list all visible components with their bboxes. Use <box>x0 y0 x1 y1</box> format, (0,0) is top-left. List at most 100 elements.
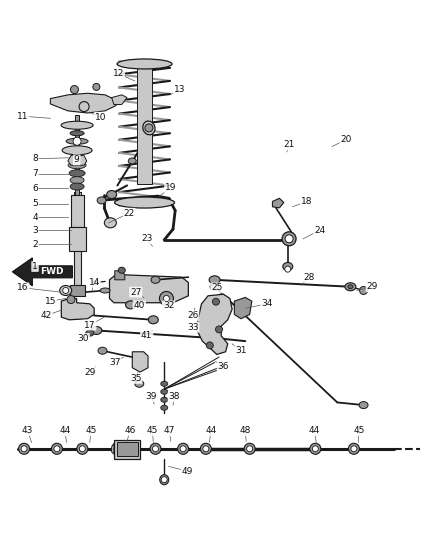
Ellipse shape <box>209 276 220 284</box>
Ellipse shape <box>143 121 155 135</box>
Text: 44: 44 <box>309 426 320 435</box>
Circle shape <box>54 446 60 452</box>
Circle shape <box>180 446 186 452</box>
Text: 39: 39 <box>145 392 157 401</box>
Ellipse shape <box>310 443 321 454</box>
Text: 45: 45 <box>353 426 365 435</box>
Text: 24: 24 <box>314 226 325 235</box>
Ellipse shape <box>200 443 212 454</box>
Circle shape <box>360 286 367 295</box>
Polygon shape <box>70 285 85 296</box>
Text: 22: 22 <box>124 209 135 217</box>
Text: 8: 8 <box>32 155 38 163</box>
Circle shape <box>285 235 293 243</box>
Text: 27: 27 <box>130 288 141 296</box>
Ellipse shape <box>282 232 296 246</box>
Ellipse shape <box>118 267 125 273</box>
Circle shape <box>247 446 253 452</box>
Ellipse shape <box>160 475 169 484</box>
Ellipse shape <box>115 197 174 208</box>
Ellipse shape <box>128 158 136 164</box>
Ellipse shape <box>210 283 219 290</box>
Circle shape <box>215 326 223 333</box>
Text: 1: 1 <box>32 262 38 271</box>
Text: 48: 48 <box>240 426 251 435</box>
Ellipse shape <box>177 443 189 454</box>
Ellipse shape <box>97 197 106 204</box>
Text: 26: 26 <box>187 311 198 320</box>
Polygon shape <box>112 443 114 454</box>
Text: 10: 10 <box>95 113 106 122</box>
Circle shape <box>93 83 100 91</box>
Text: 44: 44 <box>59 426 71 435</box>
Polygon shape <box>197 294 232 354</box>
Text: 4: 4 <box>32 213 38 222</box>
Text: 32: 32 <box>163 302 174 310</box>
Text: 29: 29 <box>84 368 95 376</box>
Text: 17: 17 <box>84 321 95 329</box>
Circle shape <box>79 446 85 452</box>
Ellipse shape <box>70 131 84 136</box>
Ellipse shape <box>107 190 117 199</box>
Text: 33: 33 <box>187 323 198 332</box>
Polygon shape <box>110 274 188 303</box>
Polygon shape <box>112 95 127 104</box>
Ellipse shape <box>359 401 368 409</box>
Polygon shape <box>74 192 81 288</box>
Ellipse shape <box>61 121 93 130</box>
Ellipse shape <box>151 276 160 284</box>
Text: 21: 21 <box>283 141 295 149</box>
Ellipse shape <box>283 262 293 271</box>
Text: 15: 15 <box>45 297 56 305</box>
Text: 28: 28 <box>303 273 314 281</box>
Ellipse shape <box>348 285 353 289</box>
Text: 3: 3 <box>32 226 38 235</box>
Text: 6: 6 <box>32 184 38 192</box>
Ellipse shape <box>161 381 168 386</box>
Text: 30: 30 <box>78 334 89 343</box>
Text: 16: 16 <box>17 284 28 292</box>
Text: 36: 36 <box>218 362 229 371</box>
Circle shape <box>159 292 173 305</box>
Text: 34: 34 <box>261 300 273 308</box>
Circle shape <box>163 295 170 302</box>
Ellipse shape <box>148 316 158 324</box>
Ellipse shape <box>161 405 168 410</box>
Polygon shape <box>272 198 284 208</box>
Text: 44: 44 <box>205 426 217 435</box>
Circle shape <box>351 446 357 452</box>
Ellipse shape <box>135 380 144 387</box>
Text: 25: 25 <box>211 284 223 292</box>
Ellipse shape <box>91 326 102 335</box>
Circle shape <box>145 124 153 132</box>
Text: 29: 29 <box>367 282 378 291</box>
Ellipse shape <box>18 443 30 454</box>
Ellipse shape <box>51 443 63 454</box>
Ellipse shape <box>244 443 255 454</box>
Text: 9: 9 <box>74 156 80 164</box>
Ellipse shape <box>62 146 92 155</box>
Text: 14: 14 <box>88 278 100 287</box>
Ellipse shape <box>70 183 84 190</box>
Polygon shape <box>61 298 94 320</box>
Text: 12: 12 <box>113 69 124 78</box>
Text: 35: 35 <box>130 374 141 383</box>
Circle shape <box>63 287 69 294</box>
Polygon shape <box>71 195 84 227</box>
Ellipse shape <box>69 169 85 177</box>
Text: 49: 49 <box>182 467 193 475</box>
Text: FWD: FWD <box>41 268 64 276</box>
Ellipse shape <box>68 161 86 169</box>
Text: 13: 13 <box>174 85 185 94</box>
Ellipse shape <box>92 280 99 285</box>
Text: 46: 46 <box>124 426 136 435</box>
Text: 11: 11 <box>17 112 28 120</box>
Text: 37: 37 <box>109 358 120 367</box>
Text: 20: 20 <box>340 135 352 144</box>
Circle shape <box>152 446 159 452</box>
Ellipse shape <box>60 286 72 295</box>
Ellipse shape <box>70 176 84 184</box>
Text: 38: 38 <box>169 392 180 401</box>
Text: 42: 42 <box>40 311 52 320</box>
Circle shape <box>79 102 89 111</box>
